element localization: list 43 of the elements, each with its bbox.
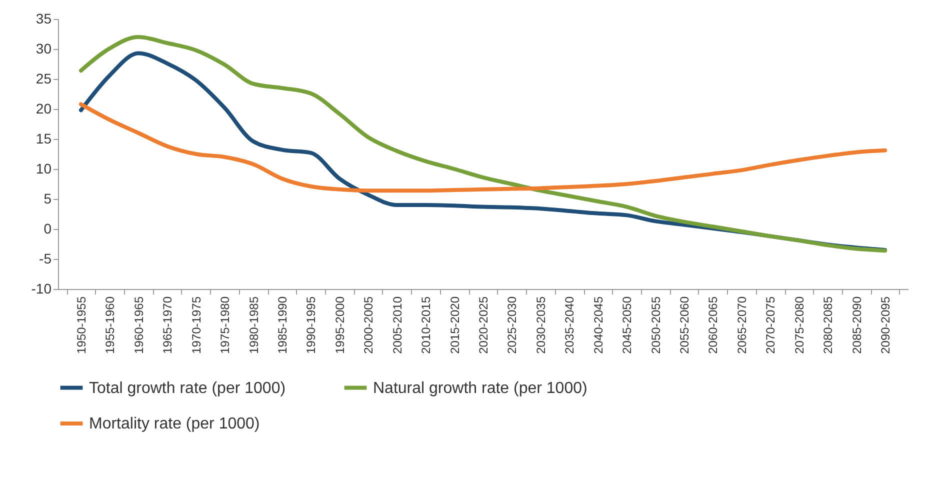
x-tick-label: 1955-1960 xyxy=(103,296,118,354)
x-tick-label: 1975-1980 xyxy=(218,296,232,354)
y-tick-label: 25 xyxy=(36,70,52,86)
x-tick-label: 1985-1990 xyxy=(275,296,290,354)
x-tick-label: 2050-2055 xyxy=(648,296,663,354)
x-tick-label: 2040-2045 xyxy=(591,296,606,354)
x-tick-label: 2010-2015 xyxy=(419,296,434,354)
x-tick-label: 2020-2025 xyxy=(476,296,490,354)
y-tick-label: 35 xyxy=(36,10,52,26)
x-tick-label: 2085-2090 xyxy=(850,296,864,354)
x-tick-label: 2075-2080 xyxy=(792,296,806,354)
x-tick-label: 1950-1955 xyxy=(74,296,88,354)
y-tick-label: -10 xyxy=(31,280,52,296)
x-tick-label: 1960-1965 xyxy=(132,296,146,354)
x-tick-label: 2080-2085 xyxy=(821,296,836,354)
x-tick-label: 2025-2030 xyxy=(505,296,520,354)
x-tick-label: 2070-2075 xyxy=(764,296,778,354)
x-tick-label: 2035-2040 xyxy=(562,296,577,354)
x-tick-label: 2090-2095 xyxy=(878,296,893,354)
x-tick-label: 2065-2070 xyxy=(734,296,749,354)
x-tick-label: 2055-2060 xyxy=(678,296,692,354)
x-tick-label: 1980-1985 xyxy=(246,296,261,354)
y-tick-label: 0 xyxy=(44,220,52,236)
x-tick-label: 1995-2000 xyxy=(332,296,347,354)
y-tick-label: 10 xyxy=(36,160,52,176)
legend-label: Natural growth rate (per 1000) xyxy=(373,380,588,397)
legend-label: Mortality rate (per 1000) xyxy=(89,416,260,432)
line-series xyxy=(78,102,888,193)
x-tick-label: 2060-2065 xyxy=(706,296,720,354)
x-tick-label: 2045-2050 xyxy=(620,296,634,354)
x-tick-label: 2015-2020 xyxy=(448,296,462,354)
y-tick-label: 15 xyxy=(36,130,52,146)
y-tick-label: 5 xyxy=(44,190,52,206)
x-tick-label: 2030-2035 xyxy=(534,296,548,354)
legend-label: Total growth rate (per 1000) xyxy=(89,380,286,397)
y-tick-label: -5 xyxy=(39,250,52,266)
x-tick-label: 2000-2005 xyxy=(362,296,376,354)
x-tick-label: 1970-1975 xyxy=(189,296,204,354)
x-tick-label: 1990-1995 xyxy=(304,296,318,354)
x-tick-label: 2005-2010 xyxy=(390,296,404,354)
x-tick-label: 1965-1970 xyxy=(160,296,175,354)
y-tick-label: 30 xyxy=(36,40,52,56)
y-tick-label: 20 xyxy=(36,100,52,116)
